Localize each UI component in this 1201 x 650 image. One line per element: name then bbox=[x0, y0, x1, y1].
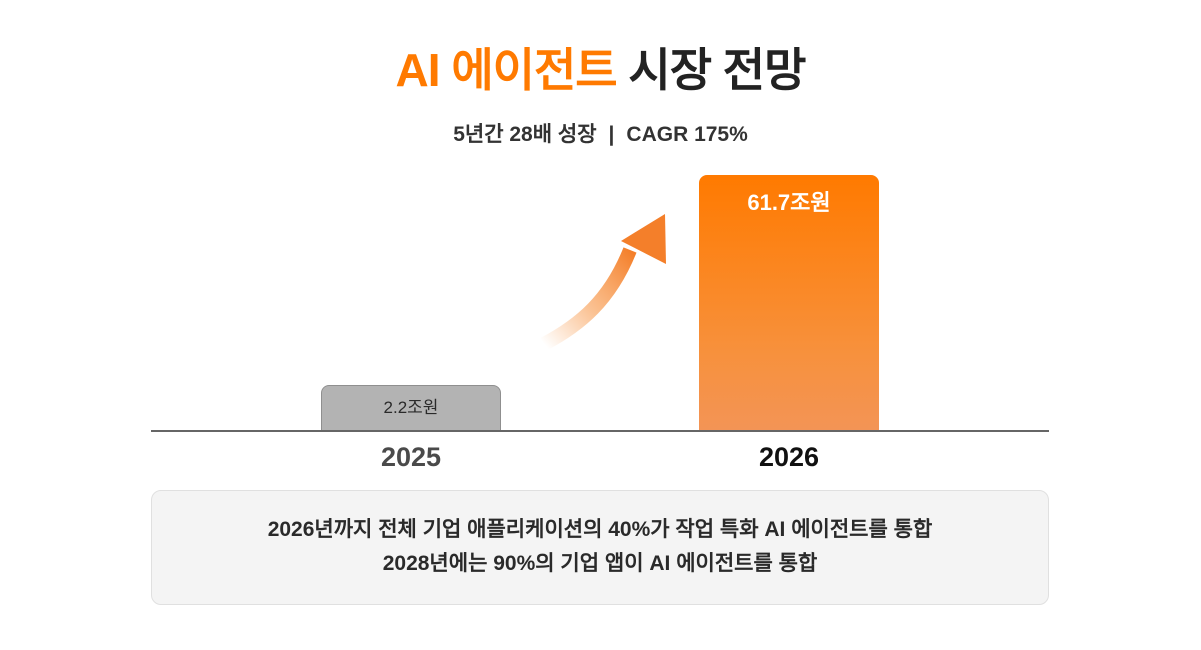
page-title: AI 에이전트 시장 전망 bbox=[0, 40, 1201, 100]
bar-2025: 2.2조원 bbox=[321, 385, 501, 431]
trend-up-arrow-icon bbox=[540, 214, 666, 351]
bar-2026-value: 61.7조원 bbox=[747, 190, 831, 215]
title-accent: AI 에이전트 bbox=[395, 44, 618, 96]
x-label-2026: 2026 bbox=[758, 442, 820, 472]
subtitle: 5년간 28배 성장 | CAGR 175% bbox=[0, 120, 1201, 150]
chart-baseline bbox=[151, 430, 1049, 432]
bar-2026: 61.7조원 bbox=[699, 175, 879, 431]
forecast-note-box: 2026년까지 전체 기업 애플리케이션의 40%가 작업 특화 AI 에이전트… bbox=[151, 490, 1049, 605]
title-rest: 시장 전망 bbox=[628, 44, 806, 96]
subtitle-separator: | bbox=[608, 123, 615, 146]
note-line-2: 2028년에는 90%의 기업 앱이 AI 에이전트를 통합 bbox=[382, 552, 818, 575]
bar-2025-value: 2.2조원 bbox=[383, 398, 439, 417]
subtitle-growth: 5년간 28배 성장 bbox=[453, 123, 597, 146]
note-line-1: 2026년까지 전체 기업 애플리케이션의 40%가 작업 특화 AI 에이전트… bbox=[267, 518, 933, 541]
subtitle-cagr: CAGR 175% bbox=[626, 123, 748, 146]
x-label-2025: 2025 bbox=[380, 442, 442, 472]
